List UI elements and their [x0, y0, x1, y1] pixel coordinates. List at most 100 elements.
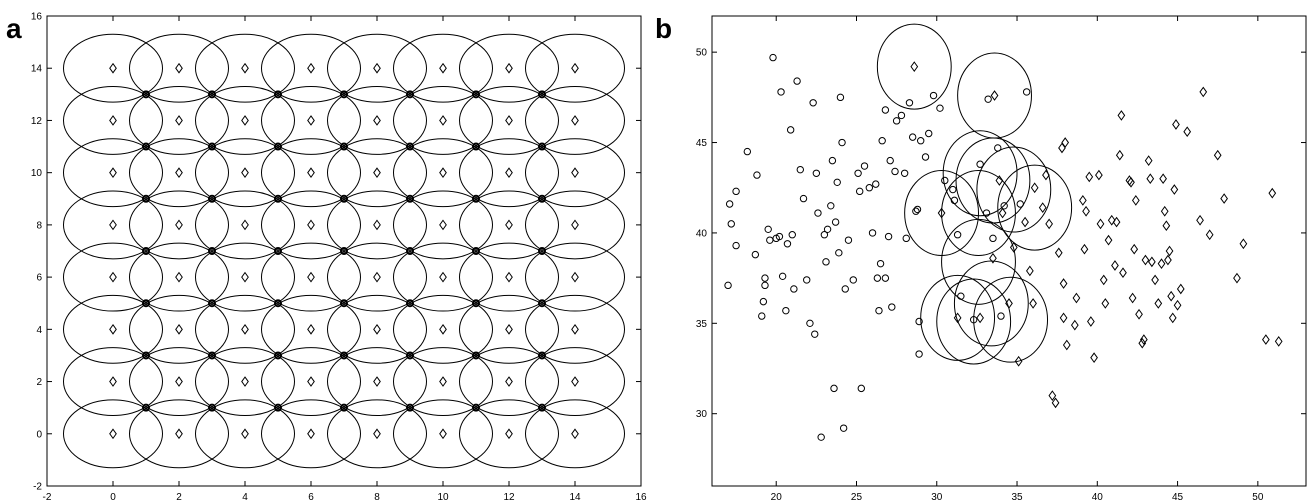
circle-point	[538, 299, 546, 308]
coverage-circle	[393, 399, 493, 469]
circle-point	[881, 274, 890, 282]
circle-point	[761, 274, 769, 282]
diamond-point	[989, 252, 997, 264]
circle-point	[340, 351, 348, 360]
diamond-point	[937, 207, 946, 219]
circle-point	[766, 236, 774, 244]
diamond-point	[505, 271, 513, 283]
diamond-point	[953, 312, 962, 324]
circle-point	[753, 171, 761, 179]
coverage-circle	[393, 242, 493, 312]
coverage-circle	[327, 294, 427, 364]
diamond-point	[373, 376, 381, 387]
circle-point	[908, 133, 917, 141]
circle-point	[929, 91, 938, 100]
circle-point	[406, 90, 414, 99]
circle-point	[836, 93, 845, 102]
circle-point	[841, 285, 849, 293]
diamond-point	[1117, 110, 1126, 121]
circle-point	[817, 433, 825, 441]
coverage-circle	[63, 294, 163, 364]
diamond-point	[1101, 298, 1110, 309]
circle-point	[274, 194, 282, 203]
diamond-point	[571, 323, 579, 335]
diamond-point	[1146, 173, 1155, 185]
diamond-point	[1151, 274, 1159, 286]
circle-point	[208, 351, 216, 360]
circle-point	[849, 276, 857, 284]
circle-point	[884, 232, 893, 241]
coverage-circle	[129, 399, 229, 469]
coverage-circle	[459, 86, 559, 155]
diamond-point	[571, 376, 579, 387]
circle-point	[340, 194, 348, 203]
circle-point	[969, 315, 978, 324]
coverage-circle	[327, 33, 427, 103]
circle-point	[472, 351, 480, 360]
diamond-point	[1115, 149, 1124, 161]
panel-b-x-tick-label: 40	[1092, 492, 1104, 500]
diamond-point	[1078, 195, 1087, 206]
coverage-circle	[525, 242, 625, 312]
circle-point	[912, 207, 920, 215]
circle-point	[830, 384, 838, 393]
circle-point	[208, 194, 216, 203]
diamond-point	[1135, 308, 1143, 320]
circle-point	[406, 351, 414, 360]
diamond-point	[1168, 312, 1177, 324]
panel-a-y-tick-label: 12	[31, 116, 43, 127]
coverage-circle	[525, 294, 625, 364]
circle-point	[857, 384, 866, 393]
circle-point	[833, 178, 841, 187]
diamond-point	[439, 271, 447, 283]
diamond-point	[109, 167, 117, 179]
diamond-point	[175, 376, 183, 387]
circle-point	[799, 194, 808, 203]
diamond-point	[373, 115, 381, 126]
diamond-point	[109, 271, 117, 283]
coverage-circle	[129, 242, 229, 312]
diamond-point	[571, 219, 579, 231]
circle-point	[758, 312, 766, 320]
panel-b: 20 25 30 35 40 45 50 30 35 40 45 50	[696, 15, 1307, 500]
diamond-point	[307, 428, 315, 440]
diamond-point	[1087, 316, 1095, 327]
diamond-point	[1059, 278, 1068, 289]
circle-point	[891, 167, 899, 176]
coverage-circle	[459, 138, 559, 208]
circle-point	[1022, 88, 1031, 96]
circle-point	[838, 138, 846, 147]
panel-a-x-tick-label: 4	[242, 492, 248, 500]
circle-point	[828, 156, 837, 165]
coverage-circle	[941, 170, 1016, 257]
panel-a-x-tick-label: 14	[569, 492, 581, 500]
diamond-point	[1165, 245, 1174, 257]
diamond-point	[1059, 312, 1068, 324]
diamond-point	[1170, 184, 1179, 195]
coverage-circle	[129, 86, 229, 155]
panel-a-x-tick-label: 2	[176, 492, 182, 500]
circle-point	[844, 236, 853, 244]
diamond-point	[1038, 202, 1047, 213]
circle-point	[1016, 200, 1024, 208]
coverage-circle	[942, 130, 1018, 217]
circle-point	[274, 247, 282, 255]
circle-point	[957, 292, 965, 300]
coverage-circle	[195, 347, 295, 416]
circle-point	[782, 306, 790, 315]
circle-point	[406, 247, 414, 255]
diamond-point	[373, 271, 381, 283]
circle-point	[803, 276, 811, 284]
coverage-circle	[955, 137, 1031, 224]
diamond-point	[1119, 267, 1127, 279]
circle-point	[900, 169, 909, 177]
circle-point	[806, 319, 814, 328]
coverage-circle	[393, 190, 493, 260]
diamond-point	[1021, 216, 1029, 228]
diamond-point	[175, 115, 183, 126]
diamond-point	[439, 323, 447, 335]
panel-b-y-tick-label: 50	[696, 48, 708, 59]
circle-point	[743, 147, 752, 156]
circle-point	[811, 330, 819, 338]
